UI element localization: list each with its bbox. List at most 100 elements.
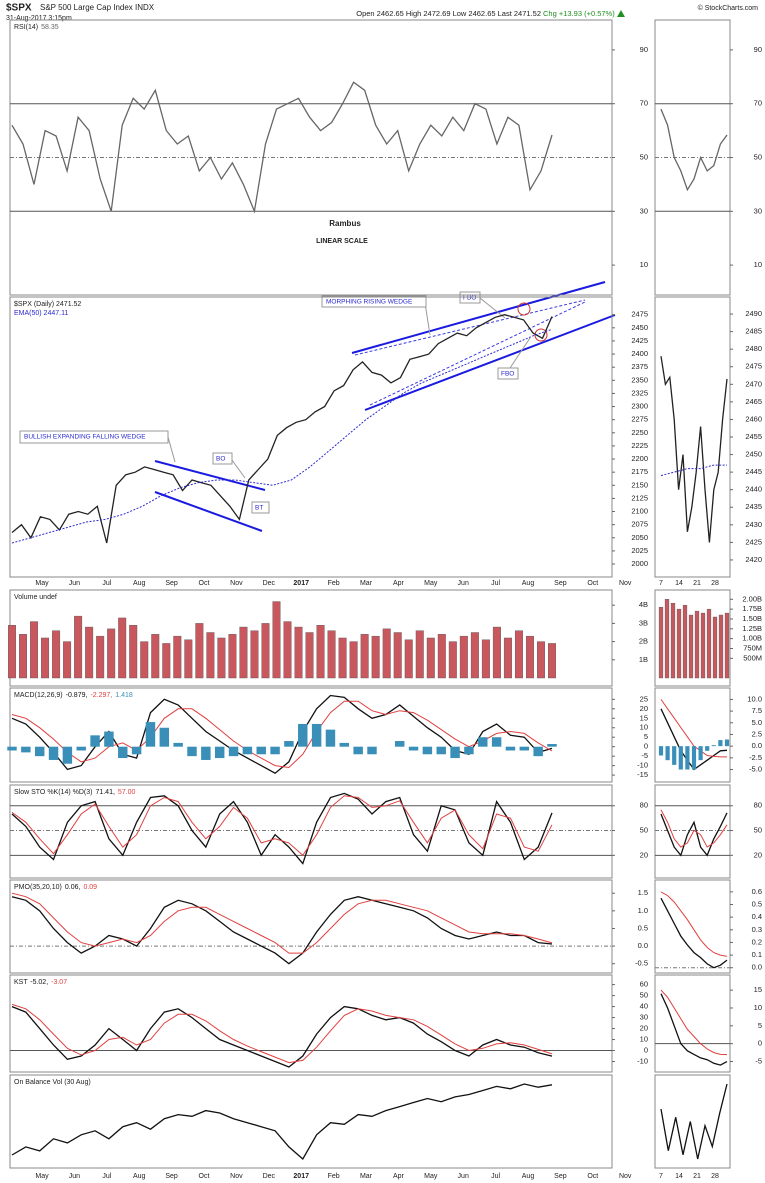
legend-entry: -3.07 <box>51 979 67 986</box>
legend-label: MACD(12,26,9) <box>14 692 63 699</box>
y-tick-label: 2.00B <box>742 594 762 603</box>
volume-bar <box>536 641 545 679</box>
y-tick-label: 1.25B <box>742 624 762 633</box>
volume-bar <box>393 632 402 679</box>
x-tick-label: Oct <box>587 580 598 587</box>
volume-bar <box>481 639 490 679</box>
volume-bar <box>63 641 72 679</box>
pointer <box>231 459 246 479</box>
y-tick-label: 500M <box>743 653 762 662</box>
pointer <box>509 337 531 369</box>
volume-bar <box>228 634 237 679</box>
volume-bar <box>30 621 39 679</box>
x-tick-label: Jun <box>458 1173 469 1180</box>
y-tick-label: 0.6 <box>752 887 762 896</box>
source: © StockCharts.com <box>698 4 759 12</box>
legend: Slow STO %K(14) %D(3) 71.41, 57.00 <box>14 789 136 796</box>
x-tick-label: 14 <box>675 580 683 587</box>
y-tick-label: 15 <box>640 713 648 722</box>
histogram-bar <box>422 746 433 755</box>
volume-bar <box>404 639 413 679</box>
y-tick-label: 2440 <box>745 485 762 494</box>
series-line <box>11 896 553 965</box>
y-tick-label: 3B <box>639 618 648 627</box>
series-line <box>660 989 728 1056</box>
annotation: MORPHING RISING WEDGE <box>326 299 413 306</box>
panel-frame <box>9 687 613 783</box>
volume-bar <box>272 601 281 679</box>
x-tick-label: Jun <box>458 580 469 587</box>
annotation-box <box>19 430 169 444</box>
panel-frame <box>9 974 613 1073</box>
y-tick-label: 2300 <box>631 402 648 411</box>
y-tick-label: 20 <box>640 850 648 859</box>
histogram-bar <box>187 746 197 757</box>
series-line <box>660 812 728 857</box>
histogram-bar <box>658 746 664 756</box>
y-tick-label: 2.5 <box>752 729 762 738</box>
legend-entry: 0.06, <box>65 884 81 891</box>
histogram-bar <box>678 746 683 770</box>
trendline <box>354 299 586 356</box>
y-tick-label: 20 <box>640 1024 648 1033</box>
up-icon <box>617 10 625 17</box>
y-tick-label: 2275 <box>631 415 648 424</box>
histogram-bar <box>450 746 460 759</box>
y-tick-label: 2425 <box>631 336 648 345</box>
volume-bar <box>129 625 138 679</box>
panel-frame <box>654 589 731 687</box>
panel-frame <box>9 296 613 578</box>
histogram-bar <box>284 741 294 747</box>
date: 31-Aug-2017 3:15pm <box>6 15 72 22</box>
panel-frame <box>9 784 613 879</box>
y-tick-label: 2455 <box>745 432 762 441</box>
histogram-bar <box>691 746 697 770</box>
y-tick-label: 5 <box>758 1021 762 1030</box>
y-tick-label: -10 <box>637 1057 648 1066</box>
y-tick-label: 70 <box>640 99 648 108</box>
volume-bar <box>107 628 116 679</box>
volume-bar <box>349 641 358 679</box>
volume-bar <box>658 606 664 679</box>
legend-entry: 1.418 <box>115 692 133 699</box>
y-tick-label: 0.2 <box>752 937 762 946</box>
y-tick-label: 90 <box>640 45 648 54</box>
legend-label: On Balance Vol (30 Aug) <box>14 1079 91 1086</box>
annotation: BT <box>255 505 263 512</box>
x-tick-label: 2017 <box>293 1173 309 1180</box>
x-tick-label: 2017 <box>293 580 309 587</box>
x-tick-label: Aug <box>522 1173 535 1180</box>
histogram-bar <box>201 746 211 760</box>
x-tick-label: Apr <box>393 1173 405 1180</box>
x-tick-label: Feb <box>328 1173 340 1180</box>
x-tick-label: 28 <box>711 580 719 587</box>
x-tick-label: Aug <box>133 580 146 587</box>
y-tick-label: 50 <box>754 152 762 161</box>
x-tick-label: Oct <box>199 580 210 587</box>
y-tick-label: 2450 <box>631 323 648 332</box>
x-tick-label: 14 <box>675 1173 683 1180</box>
x-tick-label: Oct <box>199 1173 210 1180</box>
y-tick-label: 2425 <box>745 537 762 546</box>
legend-entry: 58.35 <box>41 24 59 31</box>
y-tick-label: 2375 <box>631 362 648 371</box>
y-tick-label: 50 <box>640 152 648 161</box>
panel-frame <box>654 1074 731 1169</box>
volume-bar <box>492 626 501 679</box>
x-tick-label: Sep <box>165 580 178 587</box>
histogram-bar <box>242 746 253 755</box>
trendline <box>154 460 266 491</box>
volume-bar <box>19 634 28 679</box>
y-tick-label: 2475 <box>631 310 648 319</box>
trendline <box>351 281 606 354</box>
histogram-bar <box>464 746 474 755</box>
annotation: BULLISH EXPANDING FALLING WEDGE <box>24 434 146 441</box>
x-tick-label: Nov <box>230 580 243 587</box>
y-tick-label: 0.0 <box>752 963 762 972</box>
x-tick-label: Jul <box>491 1173 500 1180</box>
y-tick-label: -5 <box>755 1056 762 1065</box>
histogram-bar <box>118 746 128 759</box>
series-line <box>11 314 553 544</box>
series-line <box>660 993 728 1066</box>
histogram-bar <box>367 746 377 755</box>
